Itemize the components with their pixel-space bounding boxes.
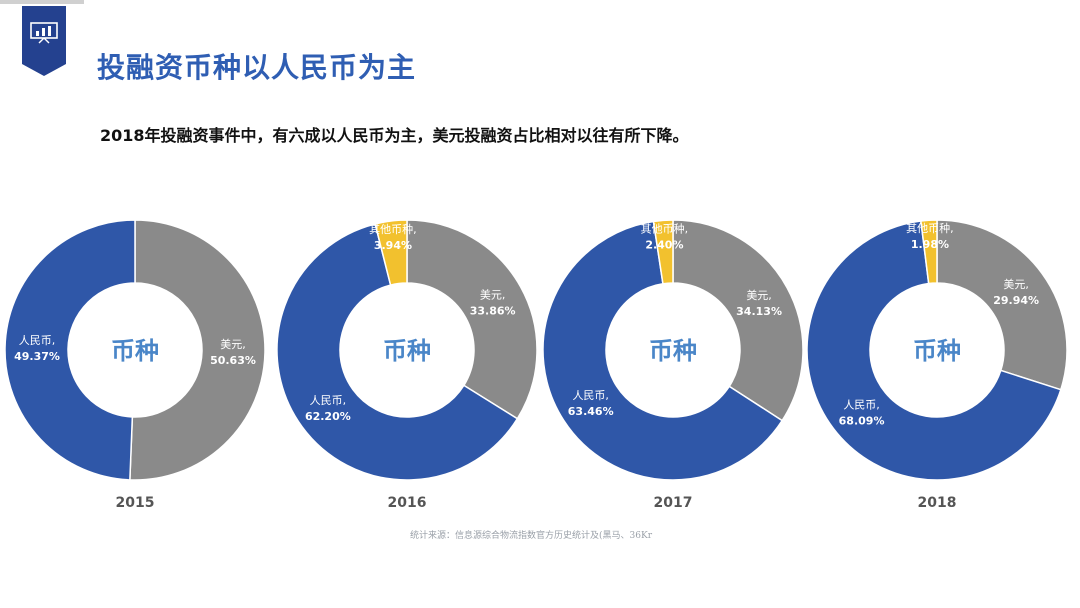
- slice-label-rmb-2018: 人民币,: [843, 399, 880, 412]
- slice-value-other-2018: 1.98%: [911, 238, 949, 251]
- slice-other-2016: [374, 219, 408, 286]
- slice-rmb-2015: [4, 219, 136, 481]
- year-label-2017: 2017: [654, 495, 693, 511]
- slice-rmb-2017: [542, 220, 784, 481]
- slice-other-2017: [652, 219, 674, 285]
- slice-value-usd-2015: 50.63%: [210, 354, 256, 367]
- year-label-2015: 2015: [116, 495, 155, 511]
- slice-usd-2018: [936, 219, 1068, 391]
- donut-chart-2015: 美元, 50.63% 人民币, 49.37% 币种 2015: [4, 219, 266, 511]
- slice-value-rmb-2015: 49.37%: [14, 350, 60, 363]
- slice-label-usd-2016: 美元,: [480, 288, 506, 301]
- slice-label-rmb-2016: 人民币,: [310, 394, 347, 407]
- slice-value-usd-2016: 33.86%: [470, 304, 516, 317]
- slice-value-other-2017: 2.40%: [645, 238, 683, 251]
- slice-label-usd-2018: 美元,: [1003, 278, 1029, 291]
- slice-label-rmb-2017: 人民币,: [572, 389, 609, 402]
- donut-charts: 美元, 50.63% 人民币, 49.37% 币种 2015 美元, 33.86% 人民币, 62…: [4, 219, 1068, 511]
- slice-value-rmb-2018: 68.09%: [839, 415, 885, 428]
- slice-value-other-2016: 3.94%: [374, 239, 412, 252]
- top-accent-line: [0, 0, 84, 4]
- slice-value-usd-2018: 29.94%: [993, 294, 1039, 307]
- slice-other-2018: [920, 219, 938, 285]
- center-label-2016: 币种: [383, 337, 431, 365]
- slice-label-other-2017: 其他币种,: [641, 221, 689, 235]
- page-subtitle: 2018年投融资事件中，有六成以人民币为主，美元投融资占比相对以往有所下降。: [100, 126, 689, 145]
- center-label-2017: 币种: [649, 337, 697, 365]
- slice-rmb-2016: [276, 223, 519, 481]
- presentation-chart-icon: [30, 22, 58, 44]
- slice-rmb-2018: [806, 220, 1062, 481]
- source-note: 统计来源：信息源综合物流指数官方历史统计及(黑马、36Kr: [410, 531, 652, 541]
- slice-usd-2015: [129, 219, 266, 481]
- donut-chart-2017: 美元, 34.13% 人民币, 63.46% 其他币种, 2.40% 币种 2017: [542, 219, 804, 511]
- slice-value-usd-2017: 34.13%: [736, 305, 782, 318]
- slice-usd-2016: [406, 219, 538, 420]
- center-label-2018: 币种: [913, 337, 961, 365]
- donut-chart-2018: 美元, 29.94% 人民币, 68.09% 其他币种, 1.98% 币种 2018: [806, 219, 1068, 511]
- slice-label-other-2018: 其他币种,: [906, 221, 954, 235]
- slice-label-usd-2017: 美元,: [746, 289, 772, 302]
- slice-label-other-2016: 其他币种,: [369, 222, 417, 236]
- year-label-2016: 2016: [388, 495, 427, 511]
- slice-usd-2017: [672, 219, 804, 422]
- slice-value-rmb-2016: 62.20%: [305, 410, 351, 423]
- center-label-2015: 币种: [111, 337, 159, 365]
- year-label-2018: 2018: [918, 495, 957, 511]
- slice-label-usd-2015: 美元,: [220, 338, 246, 351]
- page-title: 投融资币种以人民币为主: [97, 51, 417, 84]
- slice-label-rmb-2015: 人民币,: [19, 334, 56, 347]
- donut-chart-2016: 美元, 33.86% 人民币, 62.20% 其他币种, 3.94% 币种 2016: [276, 219, 538, 511]
- slice-value-rmb-2017: 63.46%: [568, 405, 614, 418]
